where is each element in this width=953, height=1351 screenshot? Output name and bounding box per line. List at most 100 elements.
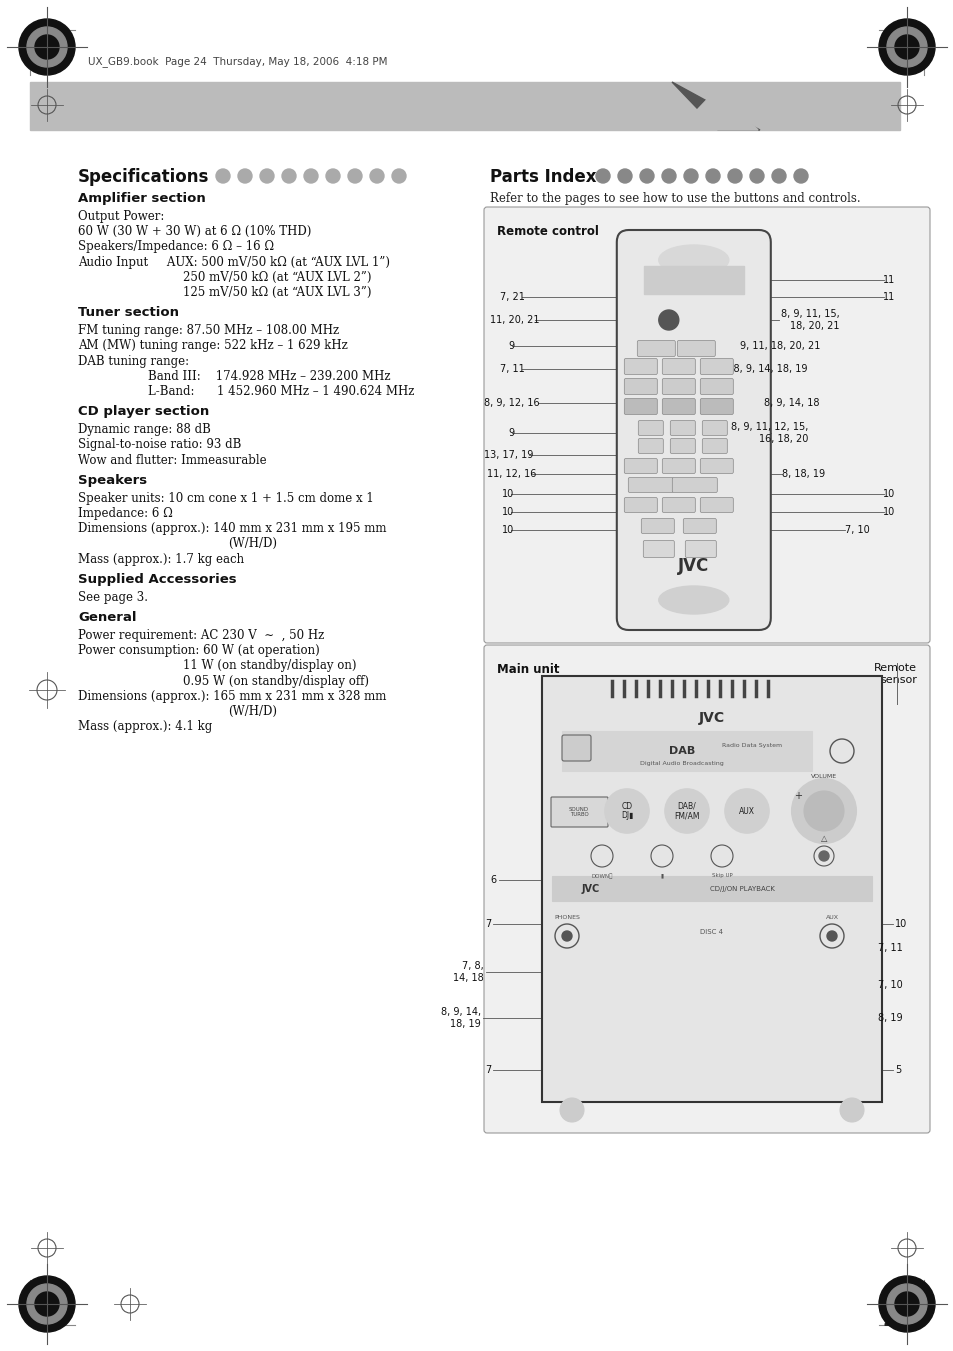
Circle shape [886,27,926,68]
Text: 8, 9, 12, 16: 8, 9, 12, 16 [483,399,539,408]
Text: AUX: AUX [739,807,754,816]
FancyBboxPatch shape [684,540,716,558]
Text: Parts Index: Parts Index [490,168,596,186]
Text: (W/H/D): (W/H/D) [229,538,277,550]
Text: L-Band:      1 452.960 MHz – 1 490.624 MHz: L-Band: 1 452.960 MHz – 1 490.624 MHz [148,385,414,399]
Circle shape [596,169,609,182]
Text: 5: 5 [894,1065,901,1075]
Text: 11: 11 [882,276,894,285]
Text: CD/J/ON PLAYBACK: CD/J/ON PLAYBACK [709,885,774,892]
Circle shape [724,789,768,834]
Circle shape [604,789,648,834]
Text: Skip UP: Skip UP [711,874,732,878]
Circle shape [639,169,654,182]
Text: UX_GB9.book  Page 24  Thursday, May 18, 2006  4:18 PM: UX_GB9.book Page 24 Thursday, May 18, 20… [88,57,387,68]
Circle shape [370,169,384,182]
Text: Signal-to-noise ratio: 93 dB: Signal-to-noise ratio: 93 dB [78,439,241,451]
Bar [643,266,743,295]
FancyBboxPatch shape [623,458,657,473]
Text: AUX: AUX [824,915,838,920]
Text: DAB/
FM/AM: DAB/ FM/AM [674,801,699,820]
FancyBboxPatch shape [700,458,733,473]
Text: 7: 7 [484,919,491,929]
Text: 7, 10: 7, 10 [877,979,902,990]
Text: 7, 21: 7, 21 [499,292,524,303]
Text: 10: 10 [882,489,894,499]
Circle shape [878,19,934,76]
Text: ▮: ▮ [659,874,662,878]
Text: 8, 9, 11, 15,
18, 20, 21: 8, 9, 11, 15, 18, 20, 21 [781,309,840,331]
Text: 8, 18, 19: 8, 18, 19 [781,469,824,480]
Text: SOUND
TURBO: SOUND TURBO [568,807,588,817]
Text: 9: 9 [507,428,514,438]
Circle shape [793,169,807,182]
FancyBboxPatch shape [661,399,695,415]
Text: JVC: JVC [581,884,599,893]
Text: 11 W (on standby/display on): 11 W (on standby/display on) [183,659,356,673]
Text: Specifications: Specifications [78,168,209,186]
Text: DAB tuning range:: DAB tuning range: [78,354,189,367]
FancyBboxPatch shape [700,358,733,374]
Circle shape [348,169,361,182]
FancyBboxPatch shape [661,358,695,374]
FancyBboxPatch shape [623,399,657,415]
Text: 11, 20, 21: 11, 20, 21 [490,315,539,326]
Circle shape [260,169,274,182]
FancyBboxPatch shape [661,497,695,512]
FancyBboxPatch shape [670,439,695,454]
Circle shape [237,169,252,182]
Text: 7, 10: 7, 10 [844,526,869,535]
Text: DOWN⎾: DOWN⎾ [591,873,612,878]
Circle shape [886,1283,926,1324]
FancyBboxPatch shape [642,540,674,558]
Text: 10: 10 [894,919,906,929]
FancyBboxPatch shape [700,378,733,394]
Text: Speakers: Speakers [78,474,147,486]
Circle shape [664,789,708,834]
Text: DISC 4: DISC 4 [700,929,722,935]
Text: 7, 8,
14, 18: 7, 8, 14, 18 [453,961,483,982]
Circle shape [878,1275,934,1332]
Ellipse shape [659,245,728,276]
Text: 10: 10 [501,489,514,499]
Ellipse shape [659,586,728,613]
FancyBboxPatch shape [670,420,695,435]
Text: 24: 24 [882,1310,909,1329]
Polygon shape [678,88,758,130]
Text: CD
DJ▮: CD DJ▮ [620,801,633,820]
Text: PHONES: PHONES [554,915,579,920]
FancyBboxPatch shape [541,676,882,1102]
FancyBboxPatch shape [551,797,607,827]
Circle shape [894,1292,918,1316]
FancyBboxPatch shape [623,358,657,374]
Text: FM tuning range: 87.50 MHz – 108.00 MHz: FM tuning range: 87.50 MHz – 108.00 MHz [78,324,338,338]
Circle shape [803,790,843,831]
Circle shape [894,35,918,59]
Circle shape [215,169,230,182]
Text: JVC: JVC [699,711,724,725]
Polygon shape [671,82,760,130]
Circle shape [35,1292,59,1316]
Circle shape [304,169,317,182]
FancyBboxPatch shape [623,497,657,512]
FancyBboxPatch shape [638,420,662,435]
Circle shape [791,780,855,843]
Bar [552,875,871,901]
Circle shape [27,1283,67,1324]
Text: 7, 8, 9, 14, 18, 19: 7, 8, 9, 14, 18, 19 [720,363,807,374]
Text: Speaker units: 10 cm cone x 1 + 1.5 cm dome x 1: Speaker units: 10 cm cone x 1 + 1.5 cm d… [78,492,374,505]
Text: 8, 9, 11, 12, 15,
16, 18, 20: 8, 9, 11, 12, 15, 16, 18, 20 [730,423,807,443]
Text: Digital Audio Broadcasting: Digital Audio Broadcasting [639,761,723,766]
Text: Amplifier section: Amplifier section [78,192,206,205]
FancyBboxPatch shape [672,477,717,493]
Text: 13, 17, 19: 13, 17, 19 [483,450,533,459]
Text: 125 mV/50 kΩ (at “AUX LVL 3”): 125 mV/50 kΩ (at “AUX LVL 3”) [183,286,371,299]
Circle shape [840,1098,863,1121]
Text: Supplied Accessories: Supplied Accessories [78,573,236,586]
Circle shape [35,35,59,59]
Text: 11, 12, 16: 11, 12, 16 [486,469,536,480]
Text: 6: 6 [491,875,497,885]
Text: 7: 7 [484,1065,491,1075]
Circle shape [27,27,67,68]
Text: Power requirement: AC 230 V  ∼  , 50 Hz: Power requirement: AC 230 V ∼ , 50 Hz [78,630,324,642]
